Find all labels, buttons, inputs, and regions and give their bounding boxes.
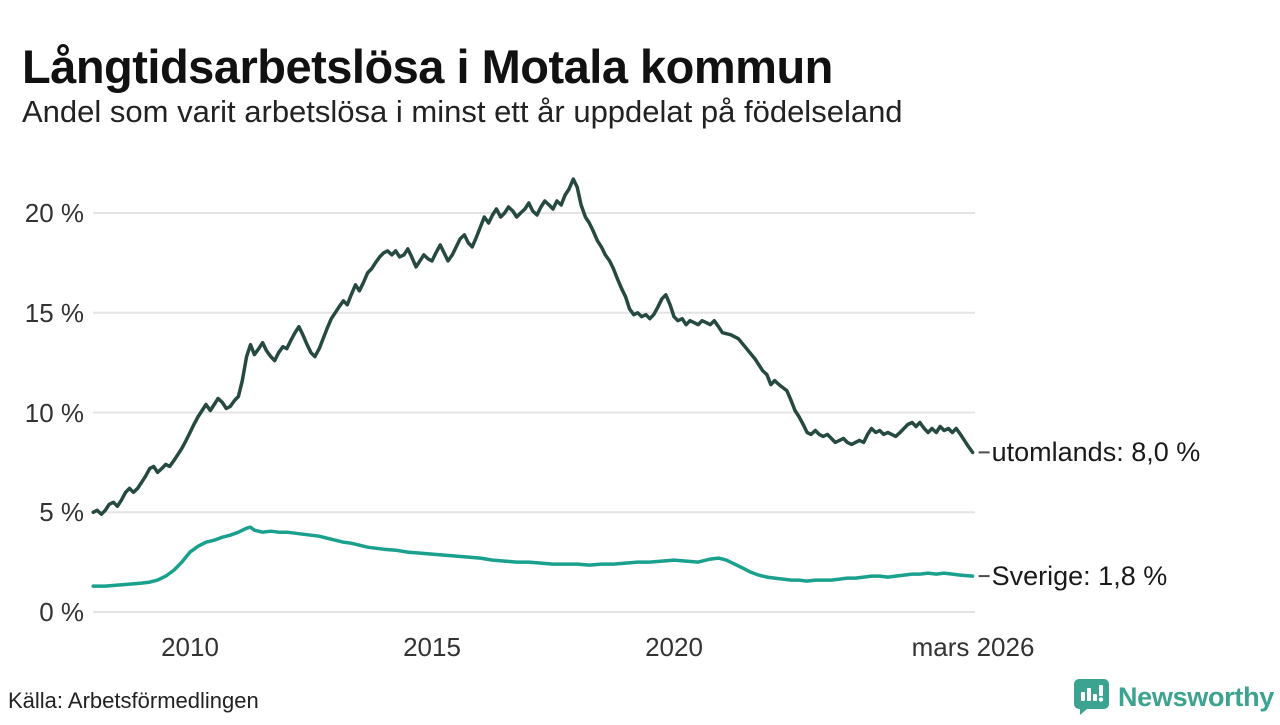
y-axis-tick-label: 5 %	[39, 497, 84, 528]
series-line-utomlands	[91, 177, 975, 516]
chart-title: Långtidsarbetslösa i Motala kommun	[22, 40, 833, 94]
newsworthy-logo: Newsworthy	[1073, 676, 1274, 718]
series-line-Sverige	[91, 525, 975, 588]
y-axis-tick-label: 0 %	[39, 597, 84, 627]
series-end-label-Sverige: Sverige: 1,8 %	[991, 561, 1168, 592]
y-axis-tick-label: 10 %	[24, 397, 84, 428]
series-end-label-utomlands: utomlands: 8,0 %	[991, 437, 1201, 468]
x-axis-tick-label: 2010	[161, 632, 219, 662]
x-axis-tick-label: mars 2026	[911, 632, 1035, 662]
source-credit: Källa: Arbetsförmedlingen	[8, 688, 259, 713]
x-axis-tick-label: 2020	[645, 632, 703, 662]
y-axis-tick-label: 20 %	[24, 198, 84, 228]
x-axis-tick-label: 2015	[403, 632, 461, 662]
chart-subtitle: Andel som varit arbetslösa i minst ett å…	[22, 94, 903, 129]
y-axis-tick-label: 15 %	[24, 297, 84, 328]
bar-chart-speech-bubble-icon	[1073, 679, 1109, 715]
brand-name: Newsworthy	[1117, 681, 1274, 712]
